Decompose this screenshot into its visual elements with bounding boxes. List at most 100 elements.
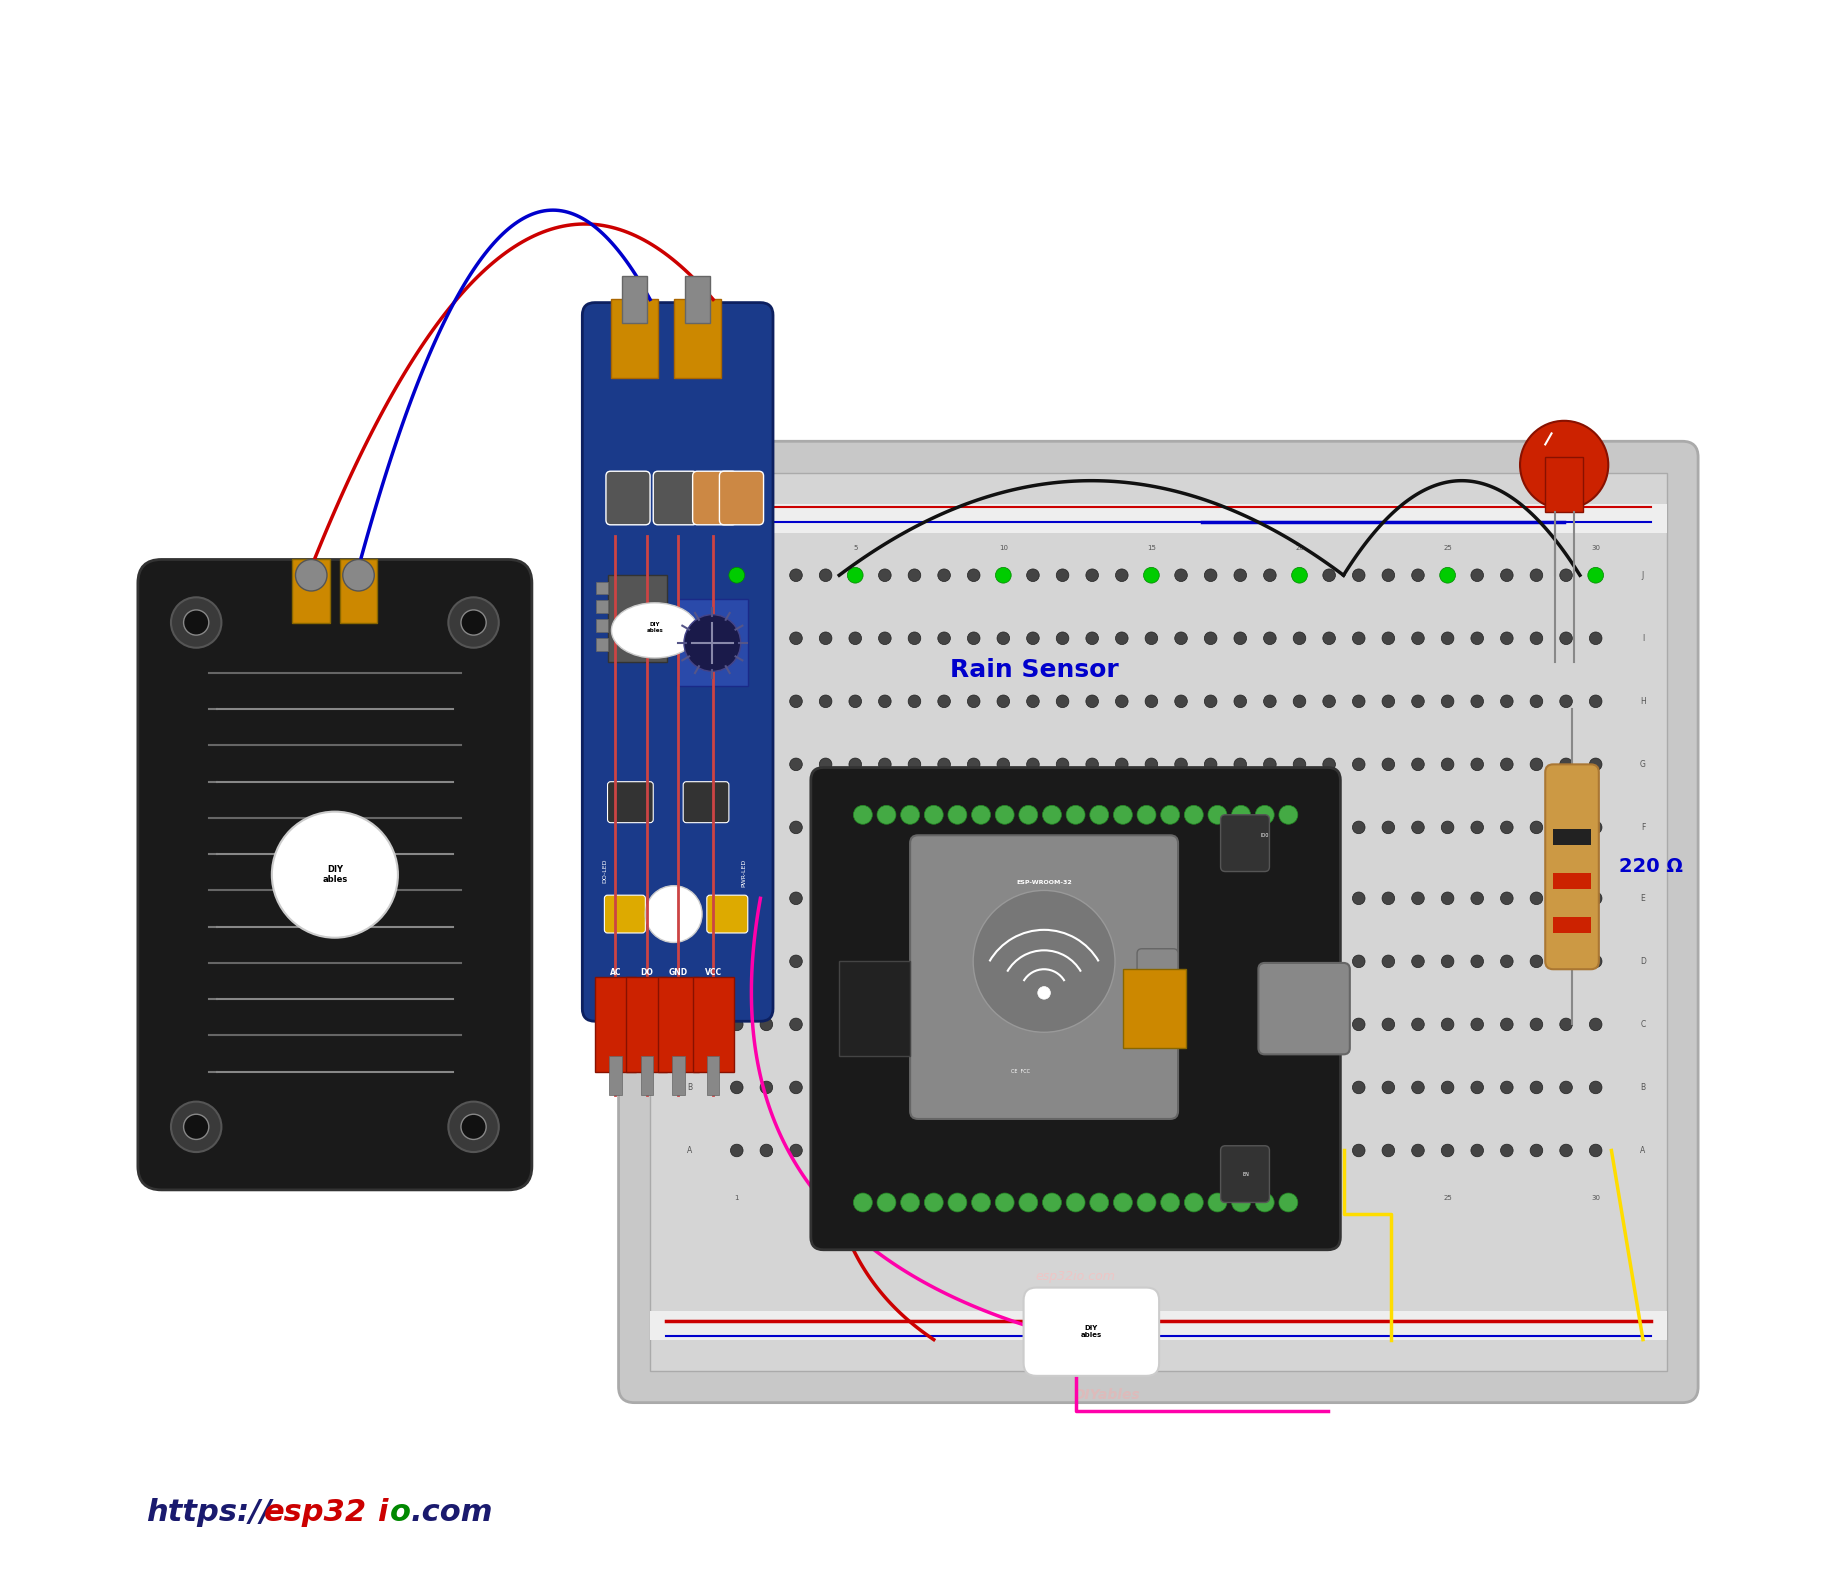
Circle shape	[995, 1193, 1013, 1212]
Circle shape	[909, 892, 922, 905]
Circle shape	[879, 821, 890, 834]
Circle shape	[448, 1102, 499, 1152]
Circle shape	[1280, 1193, 1298, 1212]
Circle shape	[1136, 1193, 1157, 1212]
Circle shape	[1471, 1018, 1483, 1031]
Circle shape	[1056, 821, 1069, 834]
Circle shape	[1234, 569, 1247, 582]
Circle shape	[1529, 892, 1542, 905]
Circle shape	[789, 1081, 802, 1094]
Circle shape	[938, 955, 951, 968]
Circle shape	[1353, 695, 1364, 708]
Circle shape	[1085, 632, 1098, 645]
Circle shape	[1441, 758, 1454, 771]
Circle shape	[1116, 892, 1127, 905]
Circle shape	[1529, 632, 1542, 645]
Circle shape	[848, 758, 861, 771]
Circle shape	[1116, 632, 1127, 645]
Circle shape	[729, 567, 745, 583]
Circle shape	[685, 615, 740, 671]
Circle shape	[1175, 892, 1188, 905]
Circle shape	[1561, 1081, 1572, 1094]
Text: H: H	[1640, 697, 1645, 706]
Circle shape	[789, 892, 802, 905]
Circle shape	[1263, 1018, 1276, 1031]
Circle shape	[909, 955, 922, 968]
Circle shape	[760, 569, 773, 582]
Circle shape	[819, 1018, 832, 1031]
Circle shape	[1590, 569, 1603, 582]
Circle shape	[1204, 1018, 1217, 1031]
Text: 10: 10	[999, 545, 1008, 552]
Text: 10: 10	[999, 1195, 1008, 1201]
Circle shape	[819, 821, 832, 834]
Circle shape	[1383, 955, 1395, 968]
Text: VCC: VCC	[705, 968, 722, 977]
Circle shape	[1116, 955, 1127, 968]
Circle shape	[819, 695, 832, 708]
Circle shape	[1067, 1193, 1085, 1212]
Circle shape	[1056, 892, 1069, 905]
Circle shape	[971, 805, 990, 824]
Circle shape	[1590, 1018, 1603, 1031]
Circle shape	[1561, 955, 1572, 968]
Text: 30: 30	[1592, 1195, 1601, 1201]
Text: 1: 1	[734, 1195, 740, 1201]
Circle shape	[1412, 695, 1425, 708]
Circle shape	[1293, 758, 1305, 771]
Circle shape	[1085, 1144, 1098, 1157]
Circle shape	[1146, 1081, 1159, 1094]
Circle shape	[731, 695, 744, 708]
Circle shape	[1412, 892, 1425, 905]
Circle shape	[878, 1193, 896, 1212]
Text: G: G	[687, 760, 692, 769]
Circle shape	[1056, 1018, 1069, 1031]
Circle shape	[878, 805, 896, 824]
Circle shape	[731, 821, 744, 834]
Circle shape	[1588, 567, 1603, 583]
Circle shape	[760, 1018, 773, 1031]
Circle shape	[1085, 758, 1098, 771]
Circle shape	[1056, 955, 1069, 968]
Circle shape	[1234, 758, 1247, 771]
Text: EN: EN	[1243, 1171, 1248, 1177]
Circle shape	[1412, 1144, 1425, 1157]
Circle shape	[909, 1081, 922, 1094]
Circle shape	[1146, 892, 1159, 905]
Bar	[1124, 969, 1186, 1048]
Circle shape	[731, 1018, 744, 1031]
Circle shape	[997, 695, 1010, 708]
Circle shape	[1116, 1081, 1127, 1094]
Circle shape	[1471, 632, 1483, 645]
Circle shape	[1590, 695, 1603, 708]
Circle shape	[971, 1193, 990, 1212]
Circle shape	[1412, 632, 1425, 645]
Circle shape	[997, 1144, 1010, 1157]
Circle shape	[1383, 1018, 1395, 1031]
Circle shape	[1293, 892, 1305, 905]
Circle shape	[1529, 955, 1542, 968]
Circle shape	[1500, 1144, 1513, 1157]
Circle shape	[1146, 821, 1159, 834]
Circle shape	[909, 821, 922, 834]
Circle shape	[1160, 805, 1179, 824]
FancyBboxPatch shape	[1136, 949, 1179, 1005]
Circle shape	[1208, 1193, 1226, 1212]
Circle shape	[1412, 758, 1425, 771]
Circle shape	[1590, 1144, 1603, 1157]
Circle shape	[1500, 892, 1513, 905]
Circle shape	[1263, 758, 1276, 771]
Circle shape	[997, 1018, 1010, 1031]
Circle shape	[909, 695, 922, 708]
Circle shape	[1383, 892, 1395, 905]
Text: D: D	[1640, 957, 1645, 966]
Text: E: E	[687, 894, 692, 903]
Bar	[657, 977, 700, 1072]
Circle shape	[879, 695, 890, 708]
Circle shape	[1441, 821, 1454, 834]
Ellipse shape	[611, 602, 698, 659]
Bar	[595, 977, 635, 1072]
Circle shape	[1383, 632, 1395, 645]
Circle shape	[1116, 821, 1127, 834]
Text: PWR-LED: PWR-LED	[742, 859, 747, 887]
